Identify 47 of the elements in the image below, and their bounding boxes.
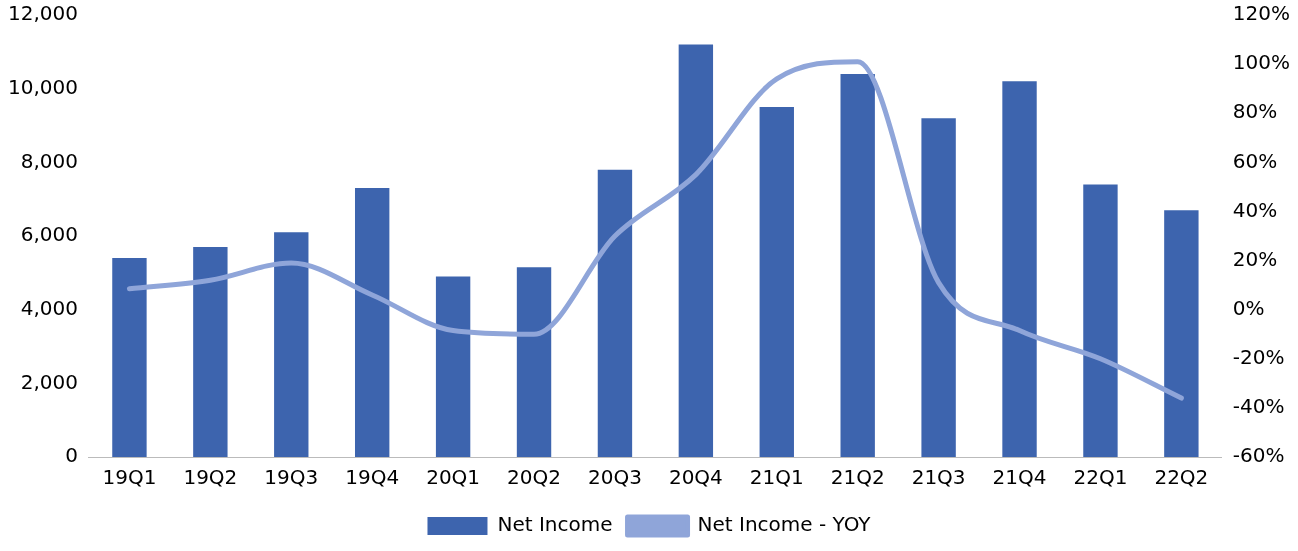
x-tick-label: 19Q4: [345, 465, 400, 490]
y2-tick-label: 0%: [1232, 295, 1265, 320]
bar: [1083, 184, 1118, 457]
y2-tick-label: 100%: [1232, 50, 1291, 75]
y2-tick-label: 120%: [1232, 1, 1291, 26]
legend-label: Net Income - YOY: [697, 512, 872, 537]
bar: [840, 73, 875, 457]
x-tick-label: 21Q2: [830, 465, 885, 490]
bar: [193, 247, 228, 457]
bar: [759, 107, 794, 457]
bar: [516, 267, 552, 457]
x-tick-label: 19Q1: [102, 465, 157, 490]
bar: [678, 44, 714, 457]
y2-tick-label: 40%: [1232, 197, 1278, 222]
bar: [1164, 210, 1199, 457]
x-tick-label: 21Q4: [992, 465, 1047, 490]
y2-tick-label: 60%: [1232, 148, 1278, 173]
y-tick-label: 12,000: [8, 1, 78, 26]
y2-tick-label: -60%: [1232, 443, 1285, 468]
y-tick-label: 4,000: [20, 295, 78, 320]
x-tick-label: 19Q2: [183, 465, 238, 490]
y2-tick-label: -20%: [1232, 344, 1285, 369]
y-tick-label: 0: [65, 443, 78, 468]
y-tick-label: 2,000: [20, 369, 78, 394]
x-tick-label: 19Q3: [264, 465, 319, 490]
x-tick-label: 20Q3: [587, 465, 642, 490]
x-tick-label: 20Q1: [426, 465, 481, 490]
y-tick-label: 6,000: [20, 222, 78, 247]
y-tick-label: 10,000: [8, 74, 78, 99]
x-tick-label: 22Q2: [1154, 465, 1209, 490]
x-tick-label: 21Q1: [749, 465, 804, 490]
y2-tick-label: 80%: [1232, 99, 1278, 124]
bar: [274, 232, 309, 457]
bar: [355, 188, 390, 457]
bar: [1002, 81, 1037, 457]
y2-tick-label: -40%: [1232, 394, 1285, 419]
y-tick-label: 8,000: [20, 148, 78, 173]
x-tick-label: 20Q4: [668, 465, 723, 490]
bar: [112, 258, 147, 457]
x-tick-label: 20Q2: [507, 465, 561, 490]
legend-label: Net Income: [497, 512, 613, 537]
bar: [597, 169, 633, 457]
y2-tick-label: 20%: [1232, 246, 1278, 271]
x-tick-label: 22Q1: [1073, 465, 1128, 490]
bar: [921, 118, 956, 457]
x-tick-label: 21Q3: [911, 465, 966, 490]
bar: [435, 276, 471, 457]
